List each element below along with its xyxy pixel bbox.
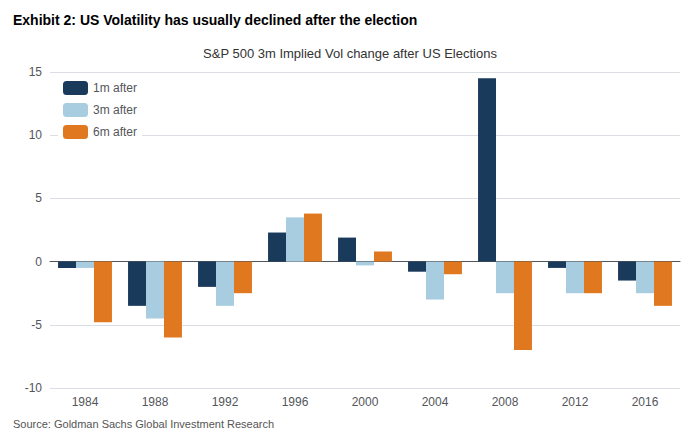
svg-text:-5: -5: [31, 318, 42, 332]
svg-text:Exhibit 2: US Volatility has u: Exhibit 2: US Volatility has usually dec…: [13, 12, 417, 28]
svg-text:2008: 2008: [492, 395, 519, 409]
svg-text:1992: 1992: [212, 395, 239, 409]
svg-text:15: 15: [29, 65, 43, 79]
svg-text:1988: 1988: [142, 395, 169, 409]
svg-text:0: 0: [35, 255, 42, 269]
svg-text:1996: 1996: [282, 395, 309, 409]
svg-text:S&P 500 3m Implied Vol change: S&P 500 3m Implied Vol change after US E…: [203, 46, 497, 61]
svg-text:Source: Goldman Sachs Global I: Source: Goldman Sachs Global Investment …: [13, 418, 274, 430]
svg-text:6m after: 6m after: [93, 125, 137, 139]
svg-text:2016: 2016: [632, 395, 659, 409]
svg-text:2012: 2012: [562, 395, 589, 409]
svg-text:5: 5: [35, 191, 42, 205]
svg-text:3m after: 3m after: [93, 103, 137, 117]
svg-text:-10: -10: [25, 381, 43, 395]
svg-text:1984: 1984: [72, 395, 99, 409]
svg-text:1m after: 1m after: [93, 81, 137, 95]
svg-text:10: 10: [29, 128, 43, 142]
svg-text:2000: 2000: [352, 395, 379, 409]
svg-text:2004: 2004: [422, 395, 449, 409]
